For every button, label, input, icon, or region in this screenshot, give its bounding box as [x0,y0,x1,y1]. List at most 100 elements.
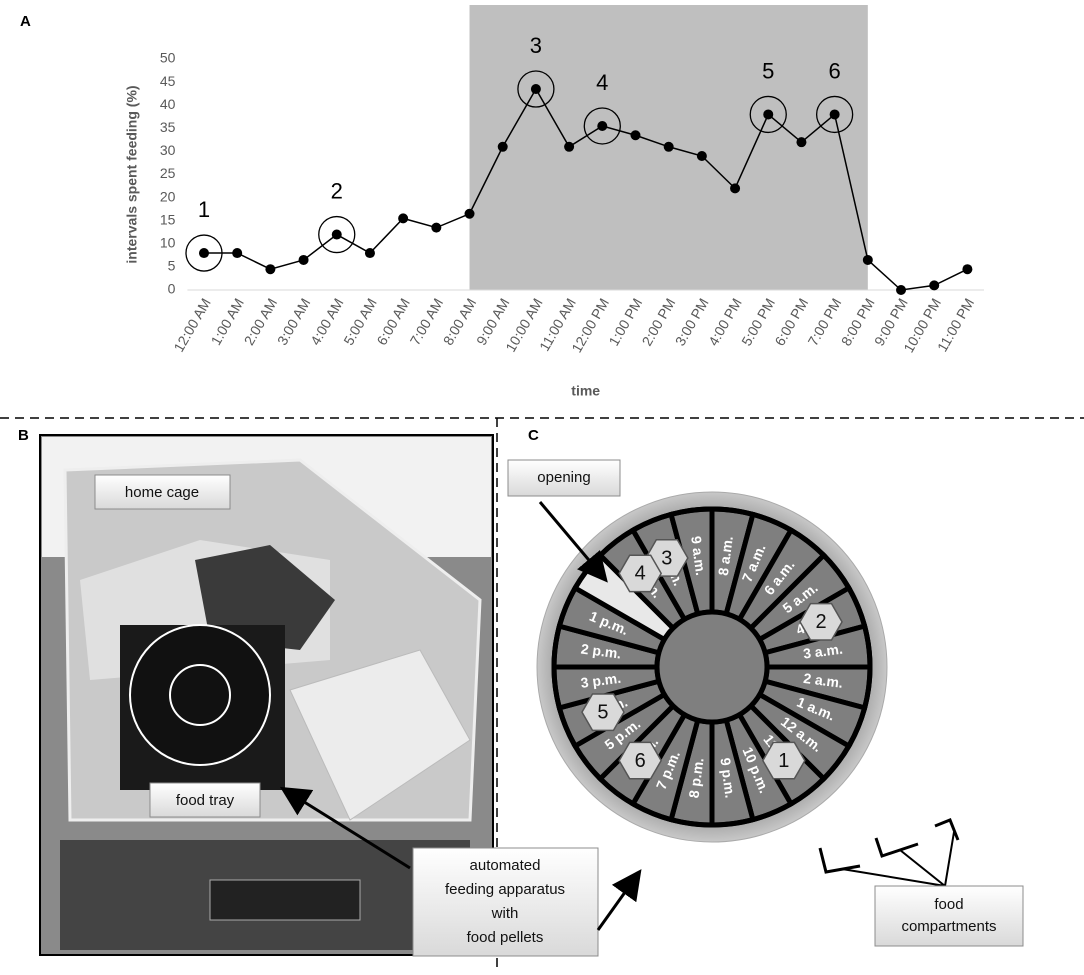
shelter [195,545,335,650]
compartment-hexagon [799,602,843,641]
label: home cage [125,484,199,501]
label: food compartments [901,896,996,935]
y-tick-label: 25 [160,165,176,181]
annotation-circle [318,215,356,254]
annotation: 2 [331,178,343,203]
data-point [730,183,741,194]
data-point [265,264,276,275]
bracket-lines [841,831,955,887]
label-line: food pellets [467,929,544,946]
data-point [862,254,873,265]
label: food tray [176,792,235,809]
y-axis-title: intervals spent feeding (%) [124,85,140,263]
y-tick-label: 10 [160,235,176,251]
y-tick-label: 30 [160,142,176,158]
label-line: food [934,896,963,913]
sector-label: 8 a.m. [715,535,736,576]
label-line: compartments [901,918,996,935]
data-point [763,109,774,120]
label-box [874,885,1024,947]
panel-label: B [18,427,29,444]
data-point [364,248,375,259]
data-point [298,254,309,265]
data-point [497,141,508,152]
sector-label: 9 p.m. [717,757,738,799]
data-point [929,280,940,291]
data-line [203,87,968,291]
feeder-wheel [129,624,271,766]
y-tick-label: 5 [168,258,176,274]
sector-label: 8 p.m. [686,757,707,799]
hub [654,609,770,725]
rim-edge [551,506,873,828]
sector-label: 2 a.m. [802,670,843,691]
label-line: with [491,905,519,922]
data-point [198,248,209,259]
annotation: 6 [829,58,841,83]
label: opening [537,469,590,486]
compartment-hexagon [618,554,663,593]
data-point [331,229,342,240]
panel-label: C [528,427,539,444]
compartment-number: 2 [815,611,826,633]
annotation: 3 [530,33,542,58]
y-tick-label: 50 [160,50,176,66]
wheel: 8 a.m.7 a.m.6 a.m.5 a.m.4 a.m.3 a.m.2 a.… [536,491,888,843]
compartment-hexagon [761,741,806,780]
sector-label: 3 a.m. [802,641,843,662]
annotation: 4 [596,70,608,95]
data-point [696,151,707,162]
data-point [431,222,442,233]
data-point [896,285,907,295]
compartment-number: 4 [635,563,646,585]
y-tick-label: 15 [160,211,176,227]
compartment-number: 5 [597,701,608,723]
bracket [818,818,960,874]
arrow [279,786,411,870]
label-box [149,782,261,818]
holder [209,879,361,921]
data-point [829,109,840,120]
y-tick-label: 45 [160,73,176,89]
sector-label: 2 p.m. [580,641,622,662]
data-point [962,264,973,275]
x-axis-title: time [571,383,600,399]
bottle [289,649,471,821]
compartment-hexagon [618,741,663,780]
x-tick-label: 12:00 AM [170,295,213,354]
data-point [464,208,475,219]
arrow [538,501,608,583]
data-point [564,141,575,152]
annotation-circle [517,70,555,108]
label-box [412,847,599,957]
label-box [507,459,621,497]
data-point [530,84,541,95]
data-point [398,213,409,224]
y-tick-label: 0 [168,281,176,297]
label-line: feeding apparatus [445,881,565,898]
compartment-number: 1 [778,750,789,772]
compartment-number: 3 [661,547,672,569]
annotation-circle [815,95,854,134]
photo: home cage food tray [39,434,494,956]
panel-label: A [20,13,31,30]
y-tick-label: 20 [160,188,176,204]
data-point [232,248,243,259]
label: automated feeding apparatus with food pelle… [445,857,565,946]
label-box [94,474,231,510]
sector-label: 3 p.m. [580,670,622,691]
annotation: 5 [762,58,774,83]
arrow [596,869,642,931]
compartment-number: 6 [635,750,646,772]
annotation-circle [185,234,223,272]
annotation: 1 [198,197,210,222]
data-point [597,120,608,131]
y-tick-label: 40 [160,96,176,112]
annotation-circle [749,95,787,134]
annotation-circle [583,107,621,145]
data-point [663,141,674,152]
data-point [630,130,641,141]
data-point [796,137,807,148]
y-tick-label: 35 [160,119,176,135]
